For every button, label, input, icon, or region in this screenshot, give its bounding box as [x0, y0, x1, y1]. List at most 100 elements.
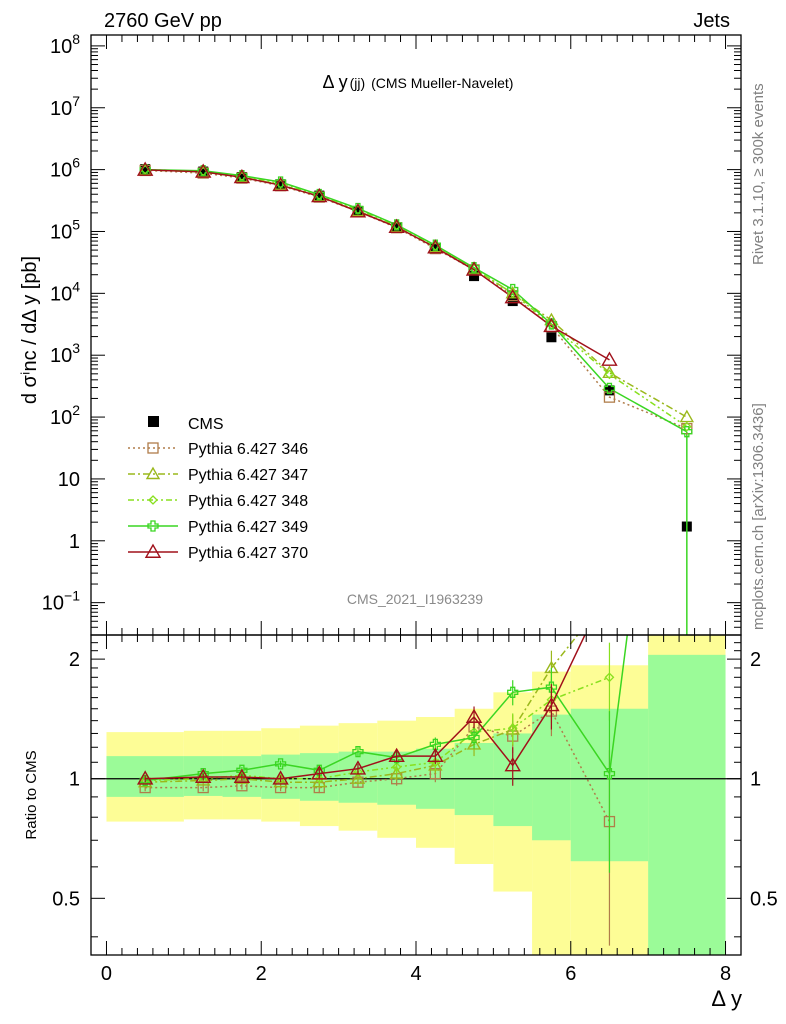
ratio-series-marker-5 — [388, 747, 405, 763]
legend-label-3: Pythia 6.427 348 — [188, 493, 308, 510]
ratio-series-marker-2 — [603, 589, 615, 600]
main-series-marker-5 — [543, 317, 560, 333]
ratio-series-marker-5 — [465, 708, 483, 723]
ratio-series-marker-5 — [311, 765, 328, 780]
legend-marker-cms — [148, 416, 159, 427]
ratio-series-marker-4 — [545, 681, 558, 693]
header-right: Jets — [693, 10, 730, 32]
ratio-tick-label-left: 1 — [69, 769, 80, 791]
ratio-series-marker-2 — [234, 771, 250, 784]
cms-data-point — [140, 164, 151, 175]
ratio-series-marker-3 — [604, 672, 615, 683]
ratio-series-marker-3 — [391, 762, 402, 772]
cms-data-point — [604, 385, 615, 396]
main-series-marker-4 — [681, 426, 693, 438]
main-series-marker-2 — [544, 312, 559, 326]
ratio-series-marker-4 — [429, 738, 441, 751]
main-series-marker-4 — [352, 202, 364, 215]
main-series-marker-4 — [603, 382, 616, 395]
y-tick-label: 1 — [69, 531, 80, 553]
ratio-series-marker-2 — [466, 736, 482, 750]
legend-marker-3 — [148, 495, 158, 505]
legend-label-2: Pythia 6.427 347 — [188, 467, 308, 484]
main-series-marker-5 — [136, 161, 154, 176]
ratio-series-marker-5 — [427, 747, 444, 763]
main-series-marker-5 — [272, 176, 289, 192]
legend-marker-1 — [147, 442, 159, 454]
main-series-marker-5 — [233, 168, 251, 184]
ratio-series-marker-5 — [194, 768, 212, 783]
cms-data-point — [352, 205, 363, 216]
ratio-series-marker-5 — [136, 770, 154, 785]
ratio-plot — [136, 589, 629, 946]
main-series-marker-5 — [427, 239, 444, 254]
y-tick-label: 106 — [50, 155, 80, 182]
ratio-series-marker-3 — [507, 723, 518, 734]
main-plot — [136, 161, 695, 635]
ratio-uncertainty-bands — [91, 635, 741, 955]
cms-data-point — [391, 222, 402, 233]
cms-data-point — [430, 244, 441, 255]
main-series-marker-5 — [349, 203, 367, 218]
ratio-series-marker-2 — [312, 774, 327, 788]
main-series-marker-4 — [468, 262, 480, 274]
header-left: 2760 GeV pp — [104, 10, 222, 32]
legend-label-1: Pythia 6.427 346 — [188, 441, 308, 458]
ratio-series-marker-4 — [507, 686, 519, 698]
legend-marker-4 — [147, 520, 159, 532]
legend: CMS Pythia 6.427 346 Pythia 6.427 347 Pythi… — [128, 416, 308, 562]
main-series-marker-4 — [507, 283, 519, 296]
ratio-series-marker-2 — [273, 774, 288, 788]
ratio-series-marker-2 — [389, 766, 404, 779]
main-series-marker-4 — [313, 188, 325, 201]
mcplots-source-text: mcplots.cern.ch [arXiv:1306.3436] — [750, 403, 767, 630]
main-series-marker-2 — [679, 409, 695, 423]
ratio-series-line-2 — [145, 635, 579, 783]
ratio-series-marker-5 — [272, 770, 289, 785]
main-series-marker-4 — [274, 176, 287, 188]
ratio-tick-label-right: 2 — [750, 649, 761, 671]
main-series-marker-3 — [681, 421, 692, 432]
legend-label-5: Pythia 6.427 370 — [188, 545, 308, 562]
x-tick-label: 4 — [410, 963, 421, 985]
main-series-marker-5 — [504, 288, 521, 304]
ratio-tick-label-right: 1 — [750, 769, 761, 791]
main-series-marker-1 — [603, 391, 616, 403]
y-tick-label: 108 — [50, 31, 80, 58]
ratio-series-marker-5 — [543, 696, 560, 712]
ratio-series-marker-4 — [197, 767, 209, 780]
y-tick-label: 103 — [50, 340, 80, 367]
main-series-marker-5 — [601, 351, 618, 366]
main-series-marker-1 — [681, 422, 693, 435]
main-series-marker-5 — [388, 218, 405, 233]
cms-data-point — [198, 166, 209, 177]
x-axis-label: Δ y — [711, 986, 742, 1011]
y-axis-label: d σⁱnc / dΔ y [pb] — [19, 256, 41, 404]
ratio-series-line-5 — [145, 635, 586, 780]
legend-label-cms: CMS — [188, 416, 224, 433]
ratio-series-marker-4 — [603, 767, 616, 780]
ratio-series-marker-3 — [353, 767, 363, 777]
ratio-tick-label-left: 2 — [69, 649, 80, 671]
y-tick-label: 102 — [50, 402, 80, 429]
ratio-series-line-1 — [145, 710, 611, 822]
ratio-series-marker-4 — [274, 758, 287, 770]
ratio-series-marker-5 — [233, 768, 251, 783]
legend-marker-2 — [145, 466, 161, 480]
ratio-axis-label: Ratio to CMS — [23, 750, 40, 839]
main-series-marker-5 — [194, 163, 212, 178]
ratio-series-marker-2 — [350, 771, 366, 784]
ratio-series-marker-5 — [504, 757, 521, 772]
x-tick-label: 6 — [565, 963, 576, 985]
x-tick-label: 0 — [101, 963, 112, 985]
y-tick-label: 105 — [50, 216, 80, 243]
legend-label-4: Pythia 6.427 349 — [188, 519, 308, 536]
main-series-line-5 — [145, 169, 610, 361]
cms-data-point — [236, 171, 247, 182]
y-tick-label: 10 — [58, 469, 80, 491]
y-tick-label: 104 — [50, 278, 80, 305]
main-series-marker-3 — [604, 369, 615, 380]
ratio-series-marker-4 — [352, 745, 364, 758]
cms-data-point — [275, 179, 286, 190]
